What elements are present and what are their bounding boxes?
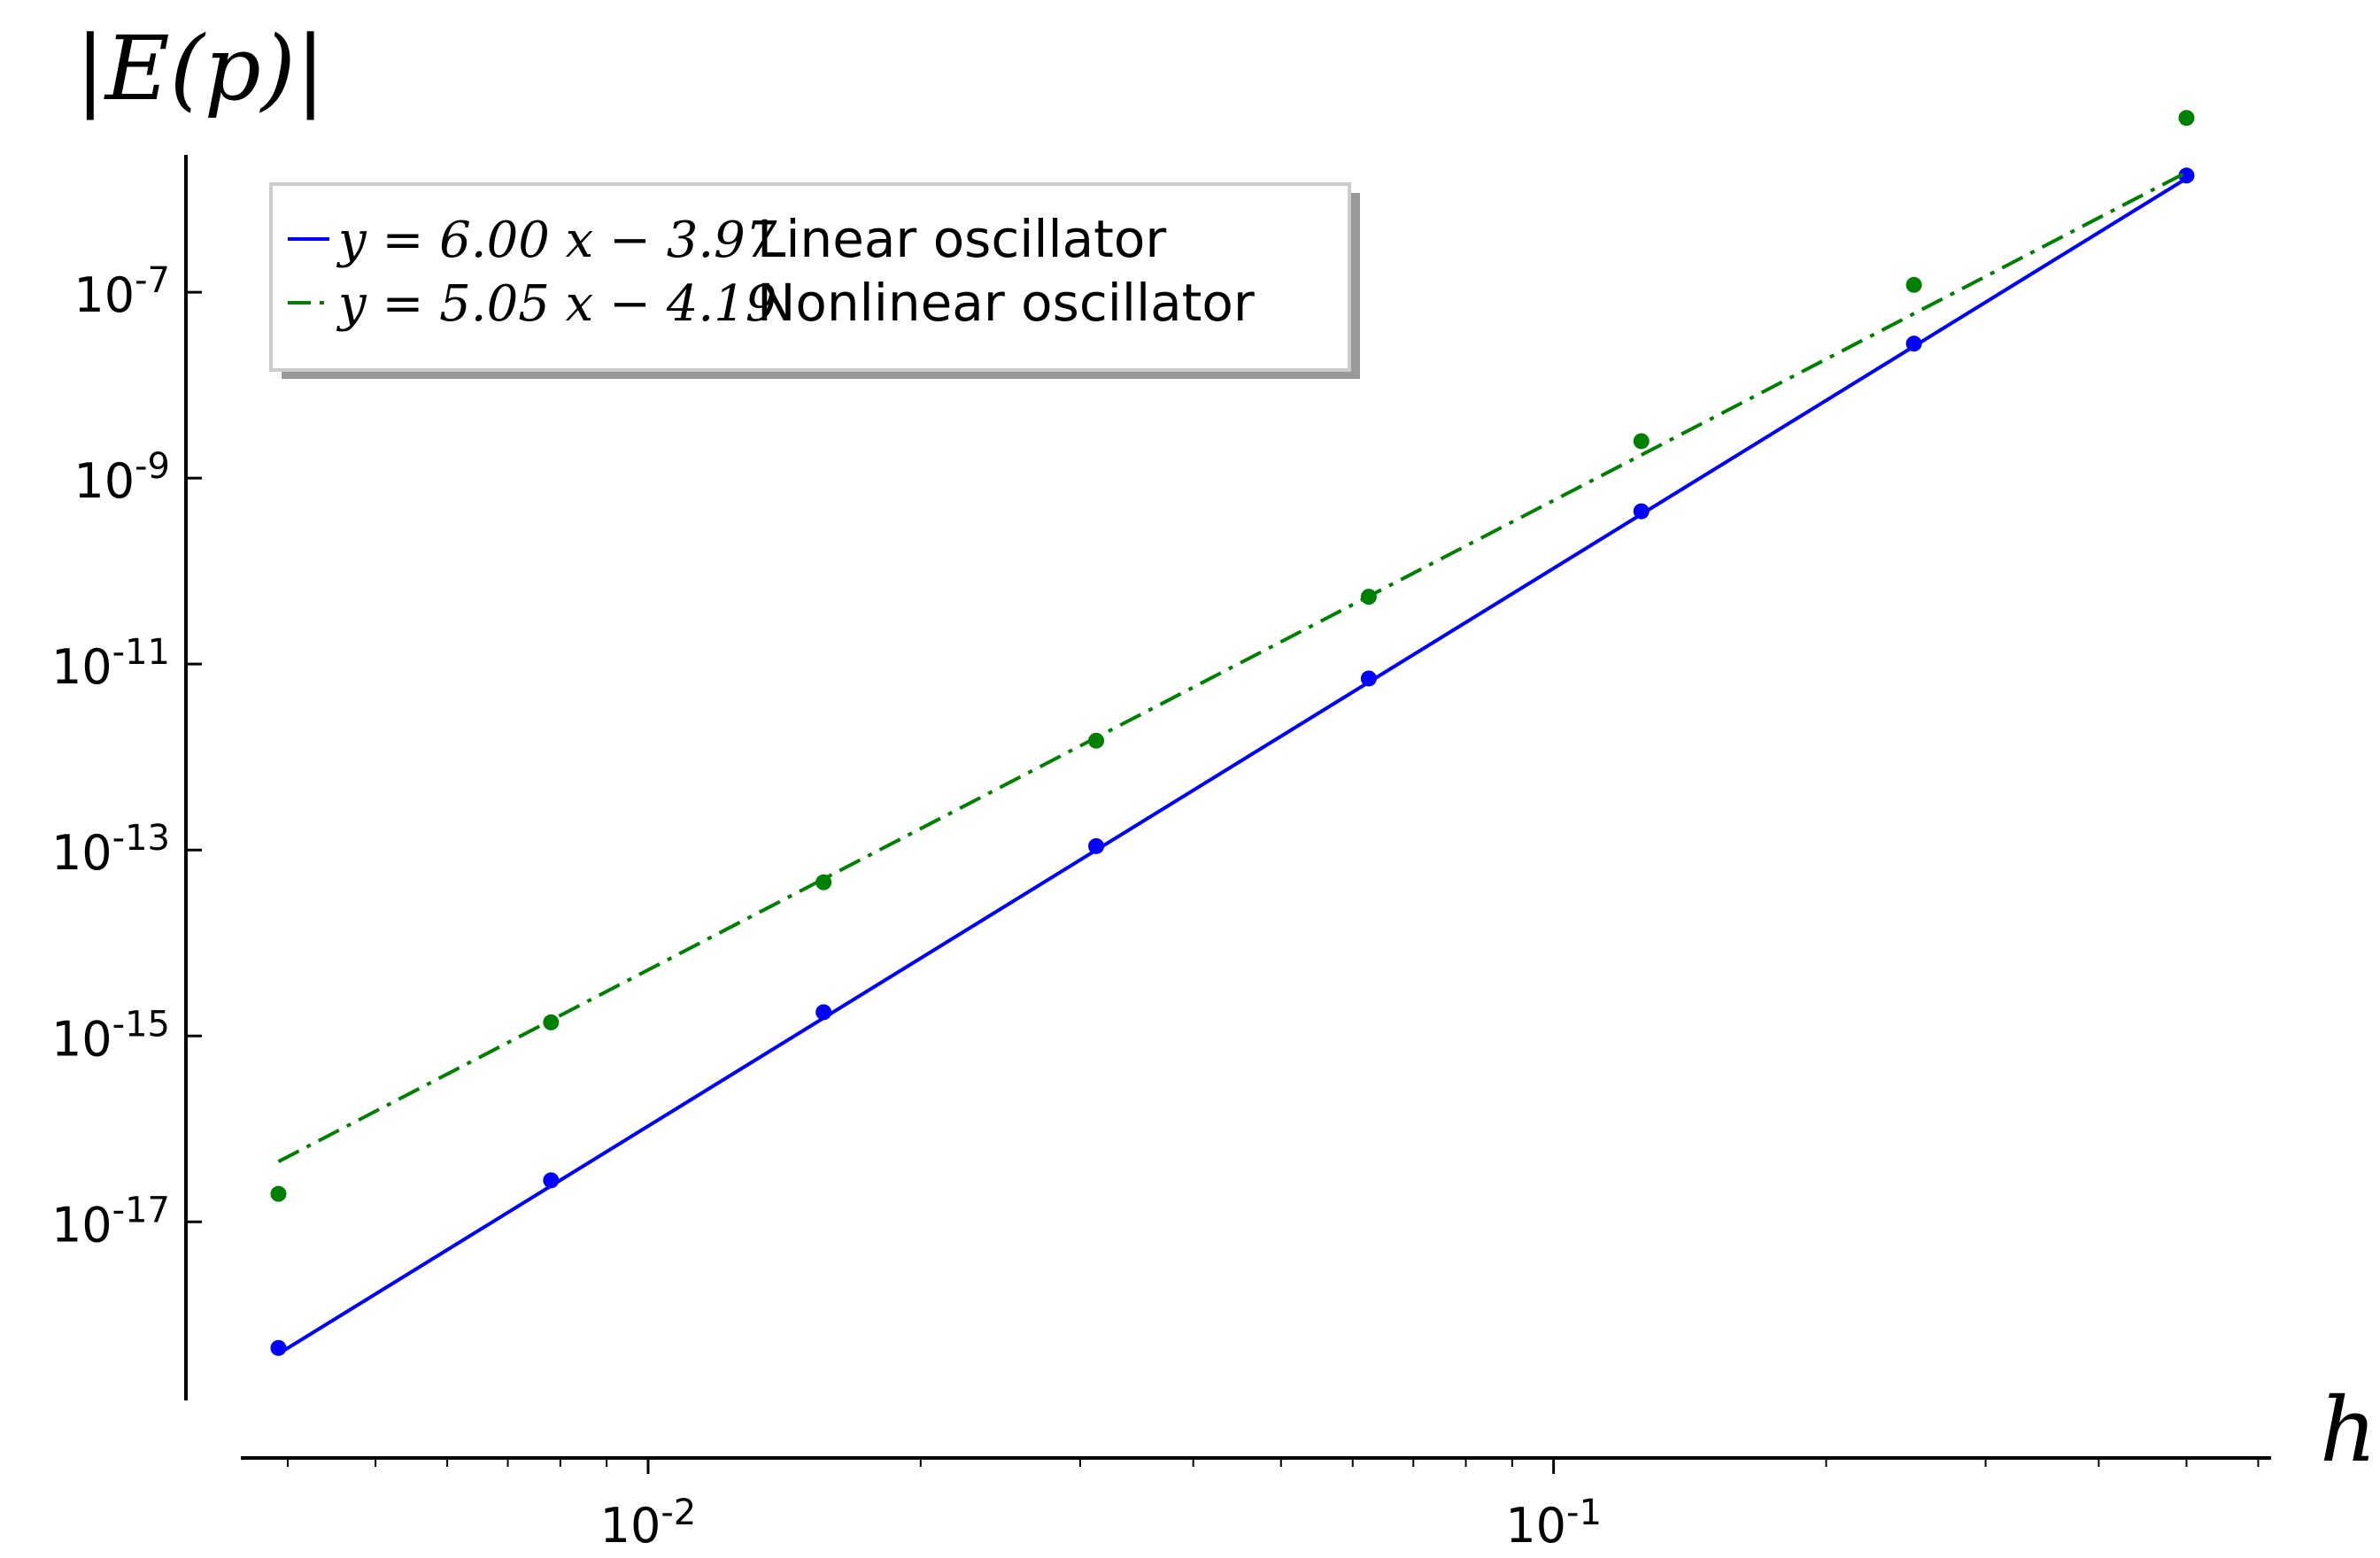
data-point: [1905, 276, 1922, 293]
series-1: [270, 167, 2195, 1356]
data-point: [1905, 336, 1922, 352]
data-point: [1088, 837, 1105, 854]
data-point: [270, 1339, 287, 1356]
data-point: [1633, 433, 1650, 450]
fit-line: [277, 176, 2188, 1356]
y-tick-label: 10-17: [51, 1190, 170, 1253]
x-axis-label: h: [2320, 1378, 2376, 1482]
axes: [184, 155, 2271, 1460]
series-layer: [270, 110, 2195, 1356]
data-point: [1633, 503, 1650, 520]
data-point: [270, 1185, 287, 1202]
legend-series-name: Linear oscillator: [757, 209, 1166, 269]
data-point: [815, 874, 832, 891]
data-point: [1360, 589, 1377, 605]
y-tick-label: 10-15: [51, 1004, 170, 1067]
legend-box: [269, 182, 1351, 372]
data-point: [543, 1014, 560, 1030]
y-tick-label: 10-11: [51, 632, 170, 695]
fit-line: [277, 170, 2188, 1163]
data-point: [815, 1004, 832, 1021]
x-tick-label: 10-1: [1505, 1492, 1602, 1554]
y-tick-label: 10-7: [73, 260, 170, 323]
legend-series-name: Nonlinear oscillator: [757, 273, 1255, 333]
legend-fit-label: y = 6.00 x − 3.97: [336, 212, 777, 269]
legend-fit-label: y = 5.05 x − 4.19: [336, 275, 777, 333]
x-ticks: 10-2 10-1: [287, 1458, 2260, 1554]
data-point: [1360, 670, 1377, 687]
y-tick-label: 10-9: [73, 446, 170, 509]
data-point: [2178, 110, 2195, 127]
y-axis-label: |E(p)|: [75, 17, 325, 120]
data-point: [1088, 732, 1105, 749]
y-ticks: 10-7 10-9 10-11 10-13 10-15 10-17: [51, 260, 202, 1253]
data-point: [543, 1172, 560, 1189]
series-2: [270, 110, 2195, 1202]
y-tick-label: 10-13: [51, 818, 170, 881]
data-point: [2178, 167, 2195, 184]
x-tick-label: 10-2: [600, 1492, 697, 1554]
